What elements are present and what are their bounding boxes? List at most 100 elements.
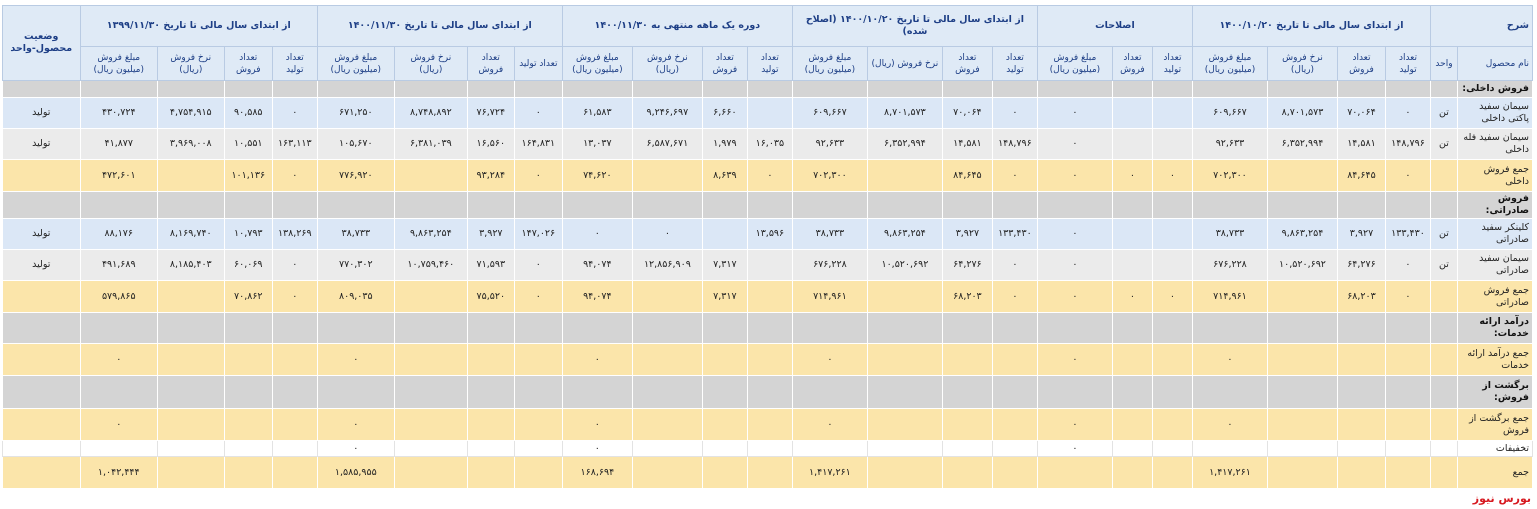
cell	[316, 312, 395, 344]
cell: ۷۷۶,۹۲۰	[316, 159, 395, 192]
cell	[561, 312, 633, 344]
cell: ۱۶۸,۶۹۴	[561, 456, 633, 489]
cell: ۱۴,۵۸۱	[941, 128, 993, 160]
cell: ۱۳,۰۳۷	[561, 128, 633, 160]
row-label: سیمان سفید صادراتی	[1457, 249, 1533, 281]
cell: ۶۴,۲۷۶	[1336, 249, 1386, 281]
column-header: تعداد فروش	[1336, 46, 1386, 81]
cell	[1151, 312, 1193, 344]
cell	[866, 343, 943, 376]
cell	[393, 312, 468, 344]
cell	[1111, 249, 1153, 281]
row-label: کلینکر سفید صادراتی	[1457, 218, 1533, 250]
cell	[701, 191, 748, 219]
cell: ۰	[991, 159, 1038, 192]
cell	[746, 375, 793, 409]
cell: ۱۴۷,۰۲۶	[513, 218, 563, 250]
cell: ۴۱,۸۷۷	[79, 128, 158, 160]
cell	[271, 456, 318, 489]
cell: ۷۰,۸۶۲	[223, 280, 273, 313]
cell	[1429, 80, 1459, 98]
cell: ۰	[1191, 408, 1268, 441]
cell	[1191, 440, 1268, 457]
cell	[631, 440, 703, 457]
cell: تن	[1429, 218, 1459, 250]
cell: ۶۰,۰۶۹	[223, 249, 273, 281]
data-row: سیمان سفید صادراتی تن ۰ ۶۴,۲۷۶ ۱۰,۵۲۰,۶۹۲ ۶۷۶…	[1, 249, 1533, 281]
cell: ۶۱,۵۸۳	[561, 97, 633, 129]
column-header: مبلغ فروش (میلیون ریال)	[1191, 46, 1268, 81]
cell	[513, 343, 563, 376]
cell: ۹۴,۰۷۴	[561, 249, 633, 281]
cell: ۰	[1036, 128, 1113, 160]
row-label: سیمان سفید پاکتی داخلی	[1457, 97, 1533, 129]
cell	[223, 440, 273, 457]
section-row: برگشت از فروش:	[1, 375, 1533, 409]
cell: ۰	[746, 159, 793, 192]
cell	[1191, 80, 1268, 98]
cell: ۱۳۳,۴۳۰	[991, 218, 1038, 250]
cell	[1384, 440, 1431, 457]
cell: ۱۰,۵۵۱	[223, 128, 273, 160]
cell	[701, 456, 748, 489]
cell	[746, 249, 793, 281]
cell	[1151, 249, 1193, 281]
cell	[1384, 343, 1431, 376]
cell: ۱,۵۸۵,۹۵۵	[316, 456, 395, 489]
column-header: تعداد فروش	[1111, 46, 1153, 81]
cell: ۷,۳۱۷	[701, 280, 748, 313]
cell	[1429, 159, 1459, 192]
total-row: جمع درآمد ارائه خدمات ۰ ۰ ۰ ۰ ۰ ۰	[1, 343, 1533, 376]
cell	[466, 343, 515, 376]
cell: ۰	[791, 343, 868, 376]
cell: ۰	[561, 440, 633, 457]
cell	[1111, 456, 1153, 489]
cell: تولید	[1, 249, 81, 281]
cell	[1, 440, 81, 457]
cell: ۷۱۴,۹۶۱	[1191, 280, 1268, 313]
cell	[1151, 440, 1193, 457]
cell	[466, 408, 515, 441]
cell	[1111, 408, 1153, 441]
cell: ۰	[316, 343, 395, 376]
cell: ۸,۷۴۸,۸۹۲	[393, 97, 468, 129]
cell: ۰	[1036, 408, 1113, 441]
cell	[746, 280, 793, 313]
cell: ۰	[1036, 440, 1113, 457]
cell: ۰	[1191, 343, 1268, 376]
cell: ۰	[631, 218, 703, 250]
cell: ۳,۹۲۷	[1336, 218, 1386, 250]
row-label: جمع فروش صادراتی	[1457, 280, 1533, 313]
cell: ۰	[1384, 159, 1431, 192]
cell	[631, 312, 703, 344]
cell	[866, 312, 943, 344]
cell: ۰	[1151, 280, 1193, 313]
cell: ۱۶,۵۶۰	[466, 128, 515, 160]
cell	[156, 191, 225, 219]
cell	[1266, 343, 1338, 376]
report-table: شرح از ابتدای سال مالی تا تاریخ ۱۴۰۰/۱۰/…	[1, 5, 1534, 489]
cell	[156, 80, 225, 98]
cell: ۴,۷۵۴,۹۱۵	[156, 97, 225, 129]
cell	[1, 343, 81, 376]
cell	[1111, 343, 1153, 376]
cell: ۰	[271, 249, 318, 281]
cell: ۴۳۰,۷۲۴	[79, 97, 158, 129]
column-header: تعداد تولید	[513, 46, 563, 81]
column-header: تعداد فروش	[701, 46, 748, 81]
cell: ۶,۵۸۷,۶۷۱	[631, 128, 703, 160]
source-label: بورس نیوز	[1472, 492, 1531, 505]
cell	[991, 80, 1038, 98]
cell: ۴۷۲,۶۰۱	[79, 159, 158, 192]
description-header: شرح	[1429, 5, 1534, 47]
cell	[1429, 408, 1459, 441]
column-header: تعداد تولید	[991, 46, 1038, 81]
cell	[631, 159, 703, 192]
cell: ۷۰۲,۳۰۰	[791, 159, 868, 192]
cell: ۰	[513, 159, 563, 192]
cell	[631, 280, 703, 313]
cell	[866, 375, 943, 409]
column-header: تعداد تولید	[1384, 46, 1431, 81]
cell	[79, 312, 158, 344]
cell	[466, 375, 515, 409]
